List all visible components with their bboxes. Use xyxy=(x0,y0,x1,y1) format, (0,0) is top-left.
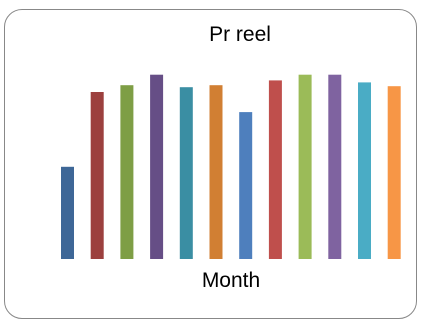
bar-4 xyxy=(150,74,164,259)
bar-8 xyxy=(268,80,282,260)
bars-group xyxy=(61,74,401,260)
bar-2 xyxy=(90,92,104,259)
bar-10 xyxy=(328,74,342,259)
bar-12 xyxy=(387,86,401,259)
bar-11 xyxy=(358,82,371,260)
chart-title: Pr reel xyxy=(209,23,271,46)
bar-3 xyxy=(120,85,134,259)
bar-1 xyxy=(61,166,74,259)
bar-7 xyxy=(239,112,253,259)
x-axis-label: Month xyxy=(202,269,260,292)
bar-9 xyxy=(298,74,312,259)
bar-6 xyxy=(209,85,223,259)
bar-5 xyxy=(179,87,193,259)
